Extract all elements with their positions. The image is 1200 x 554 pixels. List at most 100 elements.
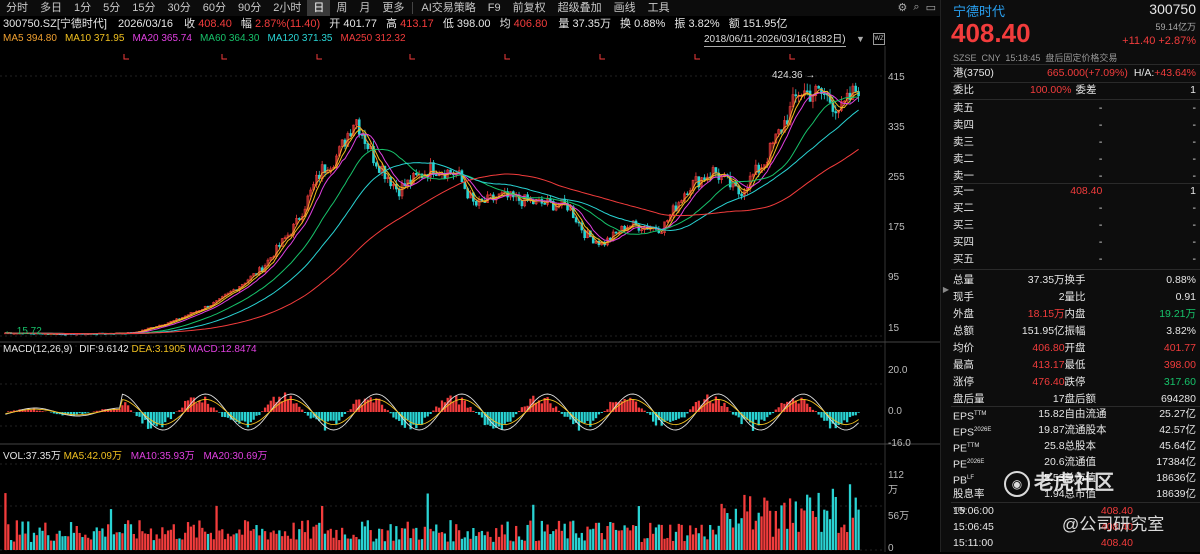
candle-body — [840, 101, 843, 111]
candle-body — [360, 134, 364, 136]
date-range-selector[interactable]: 2018/06/11-2026/03/16(1882日) — [704, 34, 846, 47]
candle-body — [640, 229, 644, 232]
order-ratio-row: 委比 100.00% 委差 1 — [953, 84, 1196, 96]
tab-period[interactable]: 周 — [336, 2, 348, 14]
ma250-line — [5, 148, 859, 335]
market-meta: SZSE CNY 15:18:45 盘后固定价格交易 — [953, 53, 1118, 63]
bid-row: 买四 - - — [953, 236, 1196, 248]
year-marker — [221, 54, 227, 60]
stat-row: 均价 406.80 开盘 401.77 — [953, 342, 1196, 354]
candle-body — [520, 200, 524, 207]
tab-period[interactable]: 月 — [359, 2, 371, 14]
ask-row: 卖二 - - — [953, 153, 1196, 165]
tab-period[interactable]: 1分 — [74, 2, 92, 14]
axis-tick-label: 335 — [888, 122, 905, 133]
year-marker — [123, 54, 129, 60]
candle-body — [666, 220, 669, 223]
candle-body — [355, 119, 358, 126]
candle-body — [309, 189, 313, 197]
stat-row: 涨停 476.40 跌停 317.60 — [953, 376, 1196, 388]
candle-body — [489, 194, 492, 197]
candle-body — [366, 143, 370, 149]
tab-period[interactable]: 2小时 — [273, 2, 302, 14]
ma-legend-item: MA10 371.95 — [64, 33, 125, 44]
ask-row: 卖四 - - — [953, 119, 1196, 131]
toolbar-action[interactable]: AI交易策略 — [421, 2, 476, 14]
candle-body — [703, 177, 706, 181]
axis-tick-label: 112万 — [888, 470, 904, 496]
toolbar-action[interactable]: 前复权 — [512, 2, 546, 14]
axis-tick-label: -16.0 — [888, 438, 911, 449]
ask-row: 卖一 - - — [953, 170, 1196, 182]
avg-value: 406.80 — [513, 18, 548, 30]
dropdown-arrow-icon[interactable]: ▼ — [856, 34, 865, 44]
chart-settings-icon[interactable]: WZ — [873, 33, 885, 45]
year-marker — [316, 54, 322, 60]
tab-period[interactable]: 更多 — [382, 2, 405, 14]
candle-body — [805, 90, 809, 93]
bid-row: 买二 - - — [953, 202, 1196, 214]
axis-tick-label: 95 — [888, 272, 900, 283]
axis-tick-label: 415 — [888, 72, 905, 83]
year-marker — [599, 54, 605, 60]
kline-chart[interactable]: 424.36 → ← 15.72 — [0, 46, 940, 552]
gear-icon[interactable]: ⚙ — [897, 2, 908, 14]
toolbar-action[interactable]: F9 — [487, 2, 501, 14]
candle-body — [386, 177, 390, 179]
candle-body — [817, 85, 820, 89]
candle-body — [854, 85, 858, 92]
search-icon[interactable]: ⌕ — [913, 1, 920, 13]
candle-body — [694, 176, 698, 181]
tab-period[interactable]: 日 — [307, 0, 331, 16]
watermark-logo: ◉ 老虎社区 — [1004, 466, 1114, 497]
candle-body — [683, 193, 686, 201]
tab-period[interactable]: 15分 — [132, 2, 156, 14]
toolbar-action[interactable]: 超级叠加 — [557, 2, 602, 14]
axis-tick-label: 56万 — [888, 511, 910, 522]
ma5-line — [5, 88, 859, 335]
candle-body — [834, 111, 838, 114]
tick-row: 15:06:00 408.40 — [953, 505, 1133, 517]
candle-body — [820, 88, 823, 94]
candle-body — [777, 129, 780, 135]
price-change-pct: +2.87% — [1158, 35, 1196, 47]
tick-row: 15:06:45 408.40 — [953, 521, 1133, 533]
ask-row: 卖五 - - — [953, 102, 1196, 114]
fundamental-row: PBLF 5.53 总市值 18636亿 — [953, 472, 1196, 487]
candle-body — [375, 162, 378, 167]
candle-body — [837, 110, 840, 114]
window-icon[interactable]: ▭ — [925, 2, 936, 14]
ma-legend-item: MA60 364.30 — [199, 33, 260, 44]
quote-panel: ▶ 宁德时代 300750 408.40 59.14亿万 +11.40 +2.8… — [940, 0, 1200, 552]
toolbar-action[interactable]: 画线 — [613, 2, 636, 14]
candle-body — [814, 85, 818, 97]
tab-period[interactable]: 多日 — [40, 2, 62, 14]
tab-period[interactable]: 90分 — [238, 2, 262, 14]
collapse-arrow-icon[interactable]: ▶ — [942, 285, 950, 294]
stat-row: 现手 2 量比 0.91 — [953, 291, 1196, 303]
turnover-value: 0.88% — [634, 18, 666, 30]
ma-legend-item: MA20 365.74 — [132, 33, 192, 44]
stock-name: 宁德时代 — [953, 4, 1006, 19]
year-marker — [694, 54, 700, 60]
candle-body — [283, 237, 287, 240]
tab-period[interactable]: 分时 — [6, 2, 28, 14]
candle-body — [323, 164, 327, 173]
candle-body — [751, 174, 755, 177]
hk-row[interactable]: 港(3750) 665.000(+7.09%) H/A: +43.64% — [953, 67, 1196, 79]
macd-legend: MACD(12,26,9) DIF:9.6142 DEA:3.1905 MACD… — [3, 344, 257, 355]
axis-tick-label: 15 — [888, 323, 900, 334]
candle-body — [295, 218, 298, 225]
candle-body — [263, 265, 267, 272]
tab-period[interactable]: 5分 — [103, 2, 121, 14]
toolbar-action[interactable]: 工具 — [647, 2, 670, 14]
fundamental-row: PE2026E 20.6 流通值 17384亿 — [953, 456, 1196, 471]
candle-body — [300, 216, 304, 220]
candle-body — [794, 94, 798, 97]
candle-body — [432, 162, 435, 176]
candle-body — [594, 240, 598, 244]
tab-period[interactable]: 30分 — [167, 2, 191, 14]
candle-body — [688, 190, 692, 195]
amount-value: 151.95亿 — [742, 18, 788, 30]
tab-period[interactable]: 60分 — [202, 2, 226, 14]
